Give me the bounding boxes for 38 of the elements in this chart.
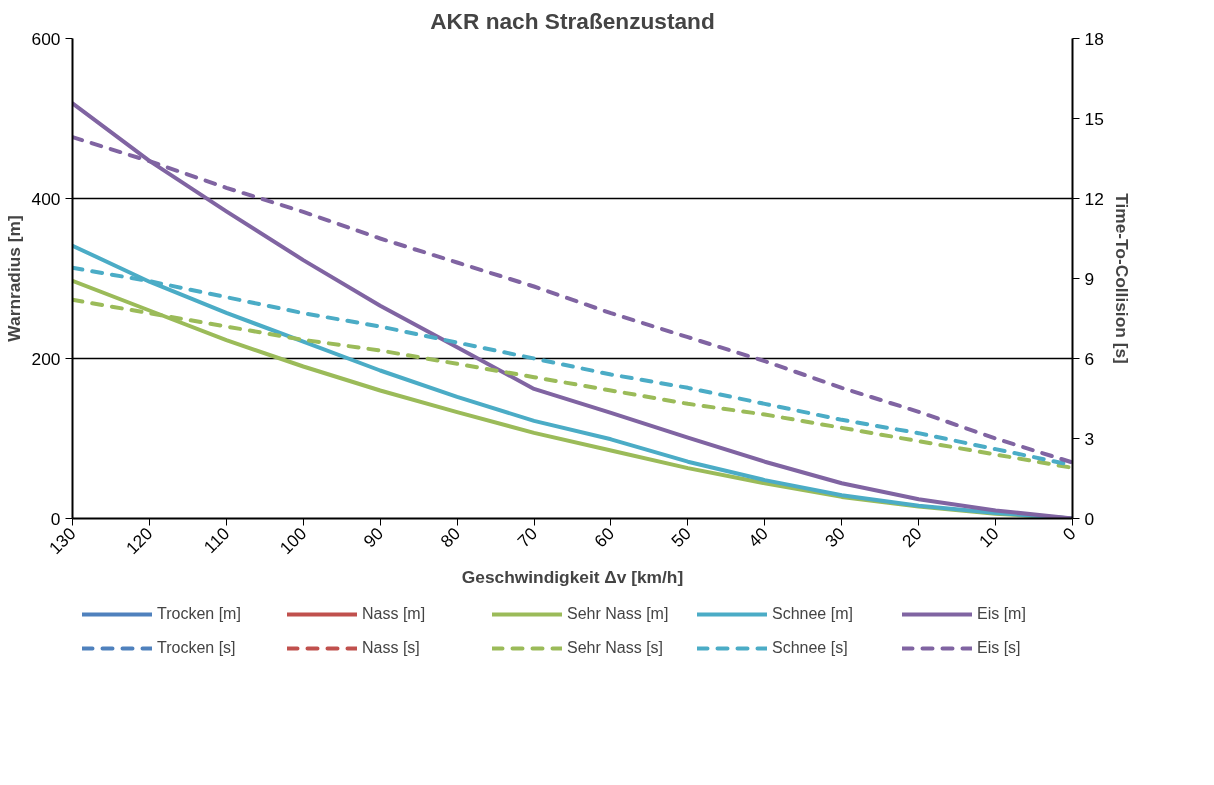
legend-label: Eis [s]	[977, 639, 1022, 657]
x-tick-label: 20	[897, 523, 926, 552]
y-tick-label: 200	[31, 348, 61, 369]
x-tick-label: 110	[199, 523, 234, 558]
y-axis-title: Warnradius [m]	[3, 215, 24, 342]
y-tick-label: 600	[31, 28, 61, 49]
legend-label: Trocken [s]	[157, 639, 237, 657]
y2-tick-label: 9	[1084, 268, 1095, 289]
x-tick-label: 0	[1058, 523, 1080, 545]
x-tick-label: 70	[513, 523, 542, 552]
legend-label: Schnee [s]	[772, 639, 849, 657]
x-tick-label: 10	[974, 523, 1003, 552]
x-tick-label: 80	[436, 523, 465, 552]
y2-axis-title: Time-To-Collision [s]	[1111, 193, 1132, 364]
y2-tick-label: 0	[1084, 508, 1095, 529]
legend-label: Trocken [m]	[157, 605, 242, 623]
x-tick-label: 50	[667, 523, 695, 552]
y2-tick-label: 3	[1084, 428, 1095, 449]
y-tick-label: 400	[31, 188, 61, 209]
chart-title: AKR nach Straßenzustand	[430, 7, 715, 34]
x-tick-label: 40	[744, 523, 772, 552]
y2-tick-label: 15	[1084, 108, 1104, 129]
y-tick-label: 0	[50, 508, 61, 529]
x-tick-label: 90	[359, 523, 388, 552]
legend-label: Nass [s]	[362, 639, 421, 657]
y2-tick-label: 6	[1084, 348, 1095, 369]
x-tick-label: 100	[275, 523, 311, 559]
x-tick-label: 60	[590, 523, 619, 552]
legend-label: Sehr Nass [m]	[567, 605, 670, 623]
x-axis-title: Geschwindigkeit Δv [km/h]	[461, 567, 684, 588]
x-tick-label: 30	[821, 523, 849, 552]
legend-label: Nass [m]	[362, 605, 427, 623]
y2-tick-label: 12	[1084, 188, 1104, 209]
legend-label: Sehr Nass [s]	[567, 639, 665, 657]
legend-label: Eis [m]	[977, 605, 1027, 623]
x-tick-label: 120	[121, 523, 157, 559]
legend-label: Schnee [m]	[772, 605, 854, 623]
y2-tick-label: 18	[1084, 28, 1104, 49]
